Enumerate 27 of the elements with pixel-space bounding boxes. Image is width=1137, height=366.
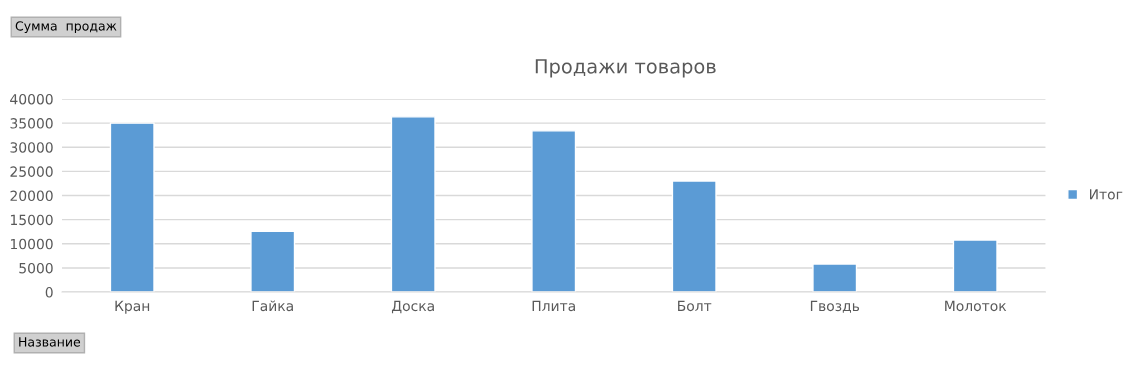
legend-label: Итог [1090, 189, 1123, 200]
y-tick-label: 40000 [10, 93, 53, 105]
y-tick-label: 10000 [10, 238, 53, 250]
bar [390, 116, 436, 293]
bar [952, 239, 998, 293]
x-tick-label: Плита [532, 300, 575, 312]
y-tick-label: 25000 [10, 166, 53, 177]
y-tick-label: 20000 [10, 190, 53, 202]
y-tick-label: 5000 [19, 262, 53, 274]
x-tick-label: Болт [678, 300, 712, 312]
bar [109, 122, 155, 293]
bar [671, 180, 717, 293]
y-tick-label: 35000 [10, 118, 53, 129]
y-tick-label: 0 [45, 287, 53, 298]
y-tick-label: 30000 [10, 142, 53, 153]
text: Название [19, 337, 81, 347]
x-tick-label: Доска [391, 300, 434, 314]
x-tick-label: Гвоздь [810, 300, 860, 313]
bar [812, 263, 858, 293]
chart-title: Продажи товаров [535, 59, 716, 78]
text: Сумма продаж [15, 21, 117, 34]
bar [250, 230, 296, 293]
bar [531, 130, 577, 293]
x-tick-label: Кран [115, 300, 150, 314]
x-tick-label: Гайка [252, 300, 293, 312]
y-tick-label: 15000 [10, 214, 53, 226]
x-tick-label: Молоток [945, 300, 1007, 312]
